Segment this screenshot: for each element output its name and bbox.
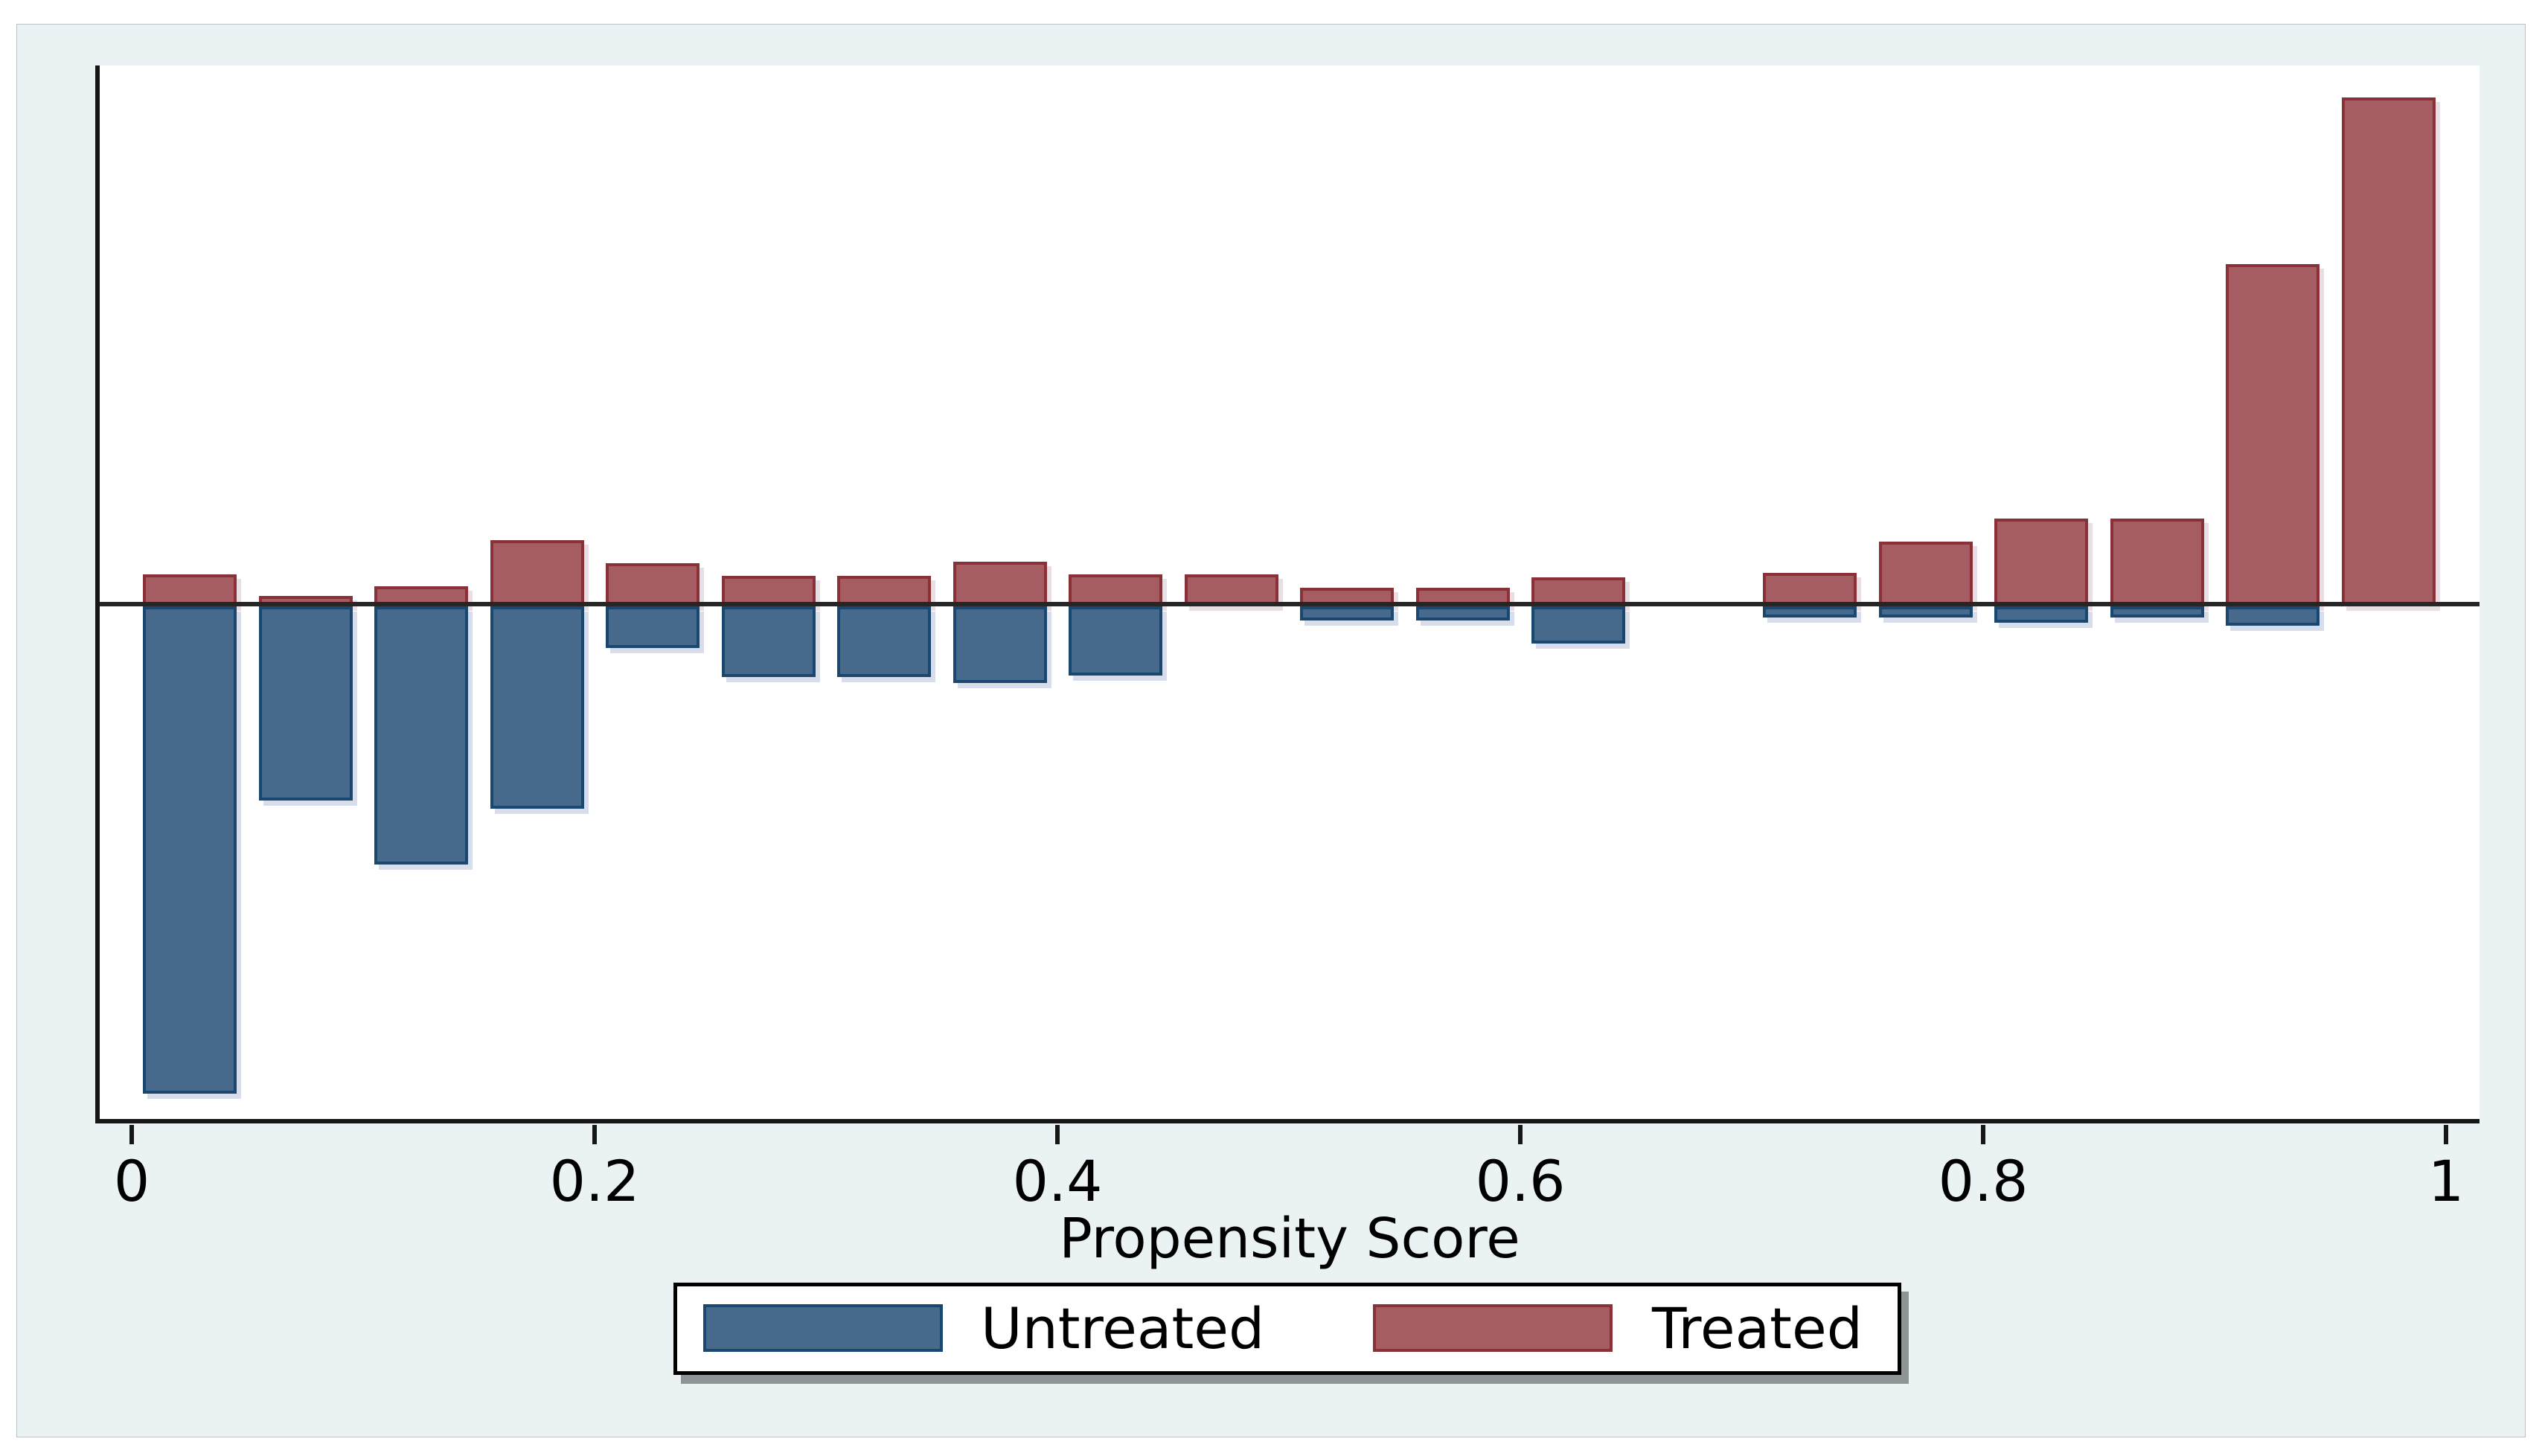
bar-untreated-18 xyxy=(2226,606,2320,626)
x-tick-label-0.4: 0.4 xyxy=(1012,1148,1103,1214)
x-tick-0 xyxy=(129,1125,134,1144)
bar-treated-0 xyxy=(143,574,237,606)
x-tick-0.2 xyxy=(592,1125,597,1144)
treated-legend-label: Treated xyxy=(1652,1295,1863,1362)
bar-untreated-12 xyxy=(1531,606,1625,644)
bar-untreated-14 xyxy=(1763,606,1857,618)
bar-untreated-4 xyxy=(606,606,699,648)
plot-area xyxy=(95,65,2479,1123)
x-tick-0.8 xyxy=(1981,1125,1985,1144)
bar-treated-3 xyxy=(490,540,584,606)
treated-swatch xyxy=(1373,1304,1613,1352)
x-axis-title: Propensity Score xyxy=(1059,1207,1520,1271)
bar-treated-18 xyxy=(2226,264,2320,606)
bar-treated-15 xyxy=(1879,542,1973,606)
bar-treated-4 xyxy=(606,563,699,606)
bar-untreated-10 xyxy=(1300,606,1394,620)
bar-treated-14 xyxy=(1763,573,1857,606)
bar-untreated-8 xyxy=(1069,606,1162,676)
legend: Untreated Treated xyxy=(673,1283,1901,1375)
bar-untreated-11 xyxy=(1416,606,1510,620)
x-tick-label-0.2: 0.2 xyxy=(549,1148,640,1214)
bar-untreated-15 xyxy=(1879,606,1973,618)
bar-untreated-5 xyxy=(722,606,816,677)
x-tick-1 xyxy=(2444,1125,2448,1144)
bar-untreated-16 xyxy=(1994,606,2088,623)
untreated-legend-label: Untreated xyxy=(981,1295,1265,1362)
bar-untreated-17 xyxy=(2110,606,2204,618)
bar-untreated-6 xyxy=(837,606,931,677)
bar-treated-7 xyxy=(953,562,1047,606)
untreated-swatch xyxy=(703,1304,943,1352)
bar-untreated-1 xyxy=(259,606,353,801)
bar-untreated-0 xyxy=(143,606,237,1094)
x-tick-label-0: 0 xyxy=(113,1148,150,1214)
bar-treated-19 xyxy=(2342,97,2436,606)
x-tick-label-0.6: 0.6 xyxy=(1475,1148,1566,1214)
bar-treated-17 xyxy=(2110,519,2204,606)
x-tick-0.6 xyxy=(1518,1125,1523,1144)
bar-treated-16 xyxy=(1994,519,2088,606)
x-tick-label-0.8: 0.8 xyxy=(1938,1148,2029,1214)
x-tick-label-1: 1 xyxy=(2427,1148,2465,1214)
bar-untreated-3 xyxy=(490,606,584,809)
bar-untreated-2 xyxy=(374,606,468,865)
x-tick-0.4 xyxy=(1055,1125,1060,1144)
zero-baseline xyxy=(100,602,2479,606)
bar-untreated-7 xyxy=(953,606,1047,683)
